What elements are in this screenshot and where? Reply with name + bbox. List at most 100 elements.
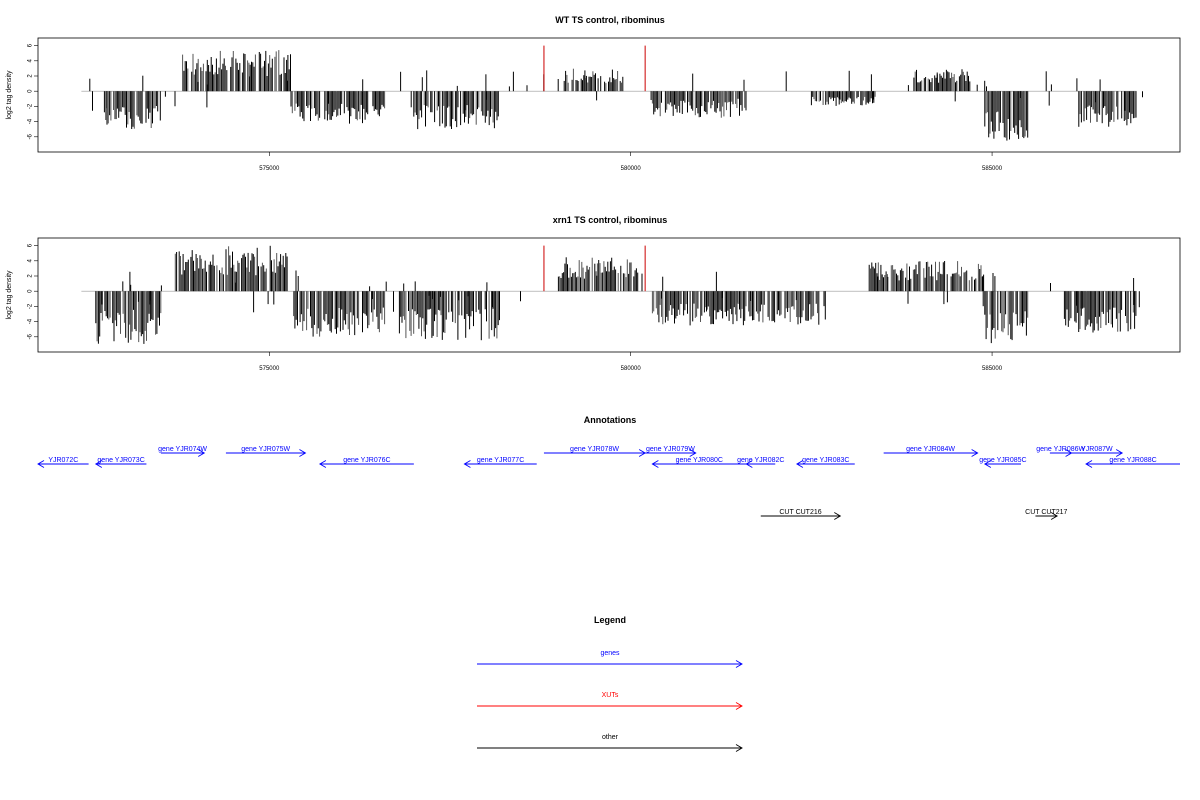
coverage-bars <box>81 45 1143 141</box>
xrn1-coverage-panel: xrn1 TS control, ribominus log2 tag dens… <box>6 215 1181 372</box>
arrow-head <box>834 512 842 520</box>
annotations-track: Annotations YJR072C gene YJR073C gene YJR0… <box>37 415 1180 520</box>
gene-label: gene YJR075W <box>241 446 290 453</box>
x-tick-label: 580000 <box>621 166 642 172</box>
x-tick-label: 585000 <box>982 166 1003 172</box>
gene-label: gene YJR082C <box>737 457 784 464</box>
arrow-head <box>983 460 992 468</box>
gene-label: gene YJR078W <box>570 446 619 453</box>
legend-label: XUTs <box>602 692 619 699</box>
gene-arrow <box>1085 460 1180 468</box>
gene-label: gene YJR088C <box>1109 457 1156 464</box>
gene-arrow <box>883 449 979 457</box>
y-tick-label: -2 <box>28 303 34 309</box>
legend-arrow <box>477 660 743 668</box>
gene-arrow <box>94 460 147 468</box>
gene-arrow <box>645 449 697 457</box>
arrow-head <box>1050 512 1059 520</box>
arrow-head <box>198 449 206 457</box>
x-axis: 575000 580000 585000 <box>259 152 1003 172</box>
x-tick-label: 585000 <box>982 366 1003 372</box>
gene-label: gene YJR073C <box>97 457 144 464</box>
cut-label: CUT CUT217 <box>1025 509 1067 516</box>
gene-track: YJR072C gene YJR073C gene YJR074W gene YJR0… <box>37 446 1180 468</box>
y-axis: 6 4 2 0 -2 -4 -6 <box>28 43 38 139</box>
y-tick-label: 4 <box>28 58 34 62</box>
y-tick-label: 4 <box>28 258 34 262</box>
gene-arrow <box>745 460 776 468</box>
arrow-head <box>735 744 743 752</box>
annotations-title: Annotations <box>584 415 637 425</box>
x-tick-label: 575000 <box>259 166 280 172</box>
panel-title: xrn1 TS control, ribominus <box>553 215 668 225</box>
gene-arrow <box>37 460 89 468</box>
y-tick-label: 0 <box>28 289 34 293</box>
legend-title: Legend <box>594 615 626 625</box>
gene-arrow <box>318 460 414 468</box>
arrow-head <box>689 449 697 457</box>
y-tick-label: -6 <box>28 133 34 139</box>
legend-items: genes XUTs other <box>477 650 743 752</box>
y-axis-label: log2 tag density <box>6 70 13 120</box>
legend: Legend genes XUTs other <box>477 615 743 752</box>
y-tick-label: 6 <box>28 43 34 47</box>
arrow-head <box>971 449 979 457</box>
gene-arrow <box>796 460 855 468</box>
arrow-head <box>735 660 743 668</box>
cut-arrow <box>1035 512 1059 520</box>
gene-label: gene YJR080C <box>676 457 723 464</box>
gene-arrow <box>463 460 537 468</box>
x-axis: 575000 580000 585000 <box>259 352 1003 372</box>
arrow-head <box>651 460 659 468</box>
arrow-head <box>1085 460 1093 468</box>
arrow-head <box>1115 449 1124 457</box>
gene-label: gene YJR086W <box>1036 446 1085 453</box>
y-tick-label: 2 <box>28 74 34 78</box>
gene-label: gene YJR079W <box>646 446 695 453</box>
x-tick-label: 580000 <box>621 366 642 372</box>
y-tick-label: 6 <box>28 243 34 247</box>
y-tick-label: 2 <box>28 274 34 278</box>
gene-arrow <box>983 460 1021 468</box>
gene-label: gene YJR084W <box>906 446 955 453</box>
arrow-head <box>299 449 307 457</box>
arrow-head <box>94 460 103 468</box>
gene-label: YJR087W <box>1081 446 1113 453</box>
y-tick-label: 0 <box>28 89 34 93</box>
gene-label: gene YJR085C <box>979 457 1026 464</box>
panel-title: WT TS control, ribominus <box>555 15 665 25</box>
y-tick-label: -6 <box>28 333 34 339</box>
legend-arrow <box>477 744 743 752</box>
arrow-head <box>735 702 743 710</box>
coverage-bars <box>81 245 1140 344</box>
gene-label: YJR072C <box>48 457 78 464</box>
x-tick-label: 575000 <box>259 366 280 372</box>
arrow-head <box>318 460 327 468</box>
arrow-head <box>745 460 753 468</box>
y-tick-label: -4 <box>28 118 34 124</box>
plot-frame <box>37 37 1181 153</box>
gene-label: gene YJR074W <box>158 446 207 453</box>
gene-arrow <box>225 449 307 457</box>
y-axis-label: log2 tag density <box>6 270 13 320</box>
legend-arrow <box>477 702 743 710</box>
wt-coverage-panel: WT TS control, ribominus log2 tag densit… <box>6 15 1181 172</box>
y-axis: 6 4 2 0 -2 -4 -6 <box>28 243 38 339</box>
y-tick-label: -4 <box>28 318 34 324</box>
gene-label: gene YJR076C <box>343 457 390 464</box>
legend-label: other <box>602 734 619 741</box>
cut-label: CUT CUT216 <box>779 509 821 516</box>
gene-label: gene YJR077C <box>477 457 524 464</box>
y-tick-label: -2 <box>28 103 34 109</box>
gene-arrow <box>1071 449 1124 457</box>
gene-arrow <box>160 449 206 457</box>
gene-arrow <box>651 460 747 468</box>
arrow-head <box>796 460 804 468</box>
cut-arrow <box>760 512 842 520</box>
legend-label: genes <box>600 650 620 657</box>
arrow-head <box>463 460 471 468</box>
plot-frame <box>37 237 1181 353</box>
gene-label: gene YJR083C <box>802 457 849 464</box>
cut-track: CUT CUT216 CUT CUT217 <box>760 509 1068 520</box>
